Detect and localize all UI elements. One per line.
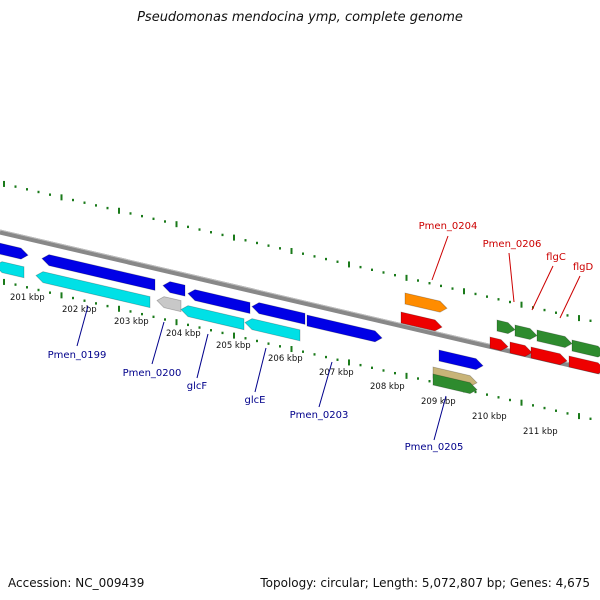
scale-tick-label: 210 kbp — [472, 412, 507, 422]
map-title: Pseudomonas mendocina ymp, complete geno… — [137, 10, 463, 25]
accession-text: Accession: NC_009439 — [8, 576, 145, 590]
scale-tick-label: 207 kbp — [319, 368, 354, 378]
gene-label[interactable]: Pmen_0200 — [123, 368, 182, 379]
gene-block — [244, 318, 301, 342]
gene-label[interactable]: flgC — [546, 252, 566, 263]
gene-block — [41, 254, 156, 291]
gene-label-leader — [433, 395, 447, 441]
gene-labels: Pmen_0199 Pmen_0200 glcF glcE Pmen_0203 Pmen_… — [48, 221, 594, 453]
gene-block — [489, 336, 509, 351]
gene-block — [571, 339, 600, 358]
gene-block — [0, 261, 25, 279]
gene-block — [496, 319, 516, 334]
scale-labels: 201 kbp 202 kbp 203 kbp 204 kbp 205 kbp 206 k… — [10, 293, 558, 437]
feature-track — [0, 242, 600, 395]
gene-block — [187, 289, 251, 314]
gene-label-leader — [76, 305, 89, 347]
gene-block — [0, 242, 29, 260]
gene-block — [438, 349, 484, 371]
scale-tick-label: 203 kbp — [114, 317, 149, 327]
gene-label[interactable]: Pmen_0204 — [419, 221, 478, 232]
gene-label[interactable]: Pmen_0199 — [48, 350, 107, 361]
gene-block — [432, 373, 478, 395]
gene-block — [536, 329, 573, 348]
outer-dotted-track — [3, 180, 592, 322]
scale-tick-label: 208 kbp — [370, 382, 405, 392]
topology-text: Topology: circular; Length: 5,072,807 bp… — [260, 576, 590, 590]
gene-label[interactable]: glcE — [245, 395, 266, 406]
scale-tick-label: 204 kbp — [166, 329, 201, 339]
gene-block — [404, 292, 448, 313]
gene-block — [514, 324, 538, 340]
gene-label-leader — [254, 347, 267, 393]
gene-label-leader — [508, 252, 515, 303]
gene-label[interactable]: flgD — [573, 262, 594, 273]
scale-tick-label: 201 kbp — [10, 293, 45, 303]
scale-tick-label: 209 kbp — [421, 397, 456, 407]
gene-block — [306, 314, 383, 343]
scale-tick-label: 206 kbp — [268, 354, 303, 364]
gene-block — [509, 341, 533, 357]
gene-label-leader — [431, 235, 449, 281]
gene-block — [162, 281, 186, 297]
gene-label-leader — [531, 265, 554, 311]
gene-label-leader — [318, 361, 333, 408]
gene-block — [156, 296, 182, 313]
gene-label-leader — [151, 321, 165, 365]
gene-block — [180, 305, 245, 331]
gene-label-leader — [196, 333, 209, 379]
gene-label-leader — [559, 275, 581, 319]
gene-block — [35, 271, 151, 309]
gene-block — [530, 346, 568, 366]
gene-label[interactable]: Pmen_0203 — [290, 410, 349, 421]
scale-tick-label: 205 kbp — [216, 341, 251, 351]
gene-block — [568, 355, 600, 375]
gene-label[interactable]: Pmen_0206 — [483, 239, 542, 250]
gene-label[interactable]: glcF — [187, 381, 208, 392]
scale-tick-label: 202 kbp — [62, 305, 97, 315]
gene-block — [400, 311, 443, 332]
gene-label[interactable]: Pmen_0205 — [405, 442, 464, 453]
gene-block — [251, 302, 306, 325]
scale-tick-label: 211 kbp — [523, 427, 558, 437]
